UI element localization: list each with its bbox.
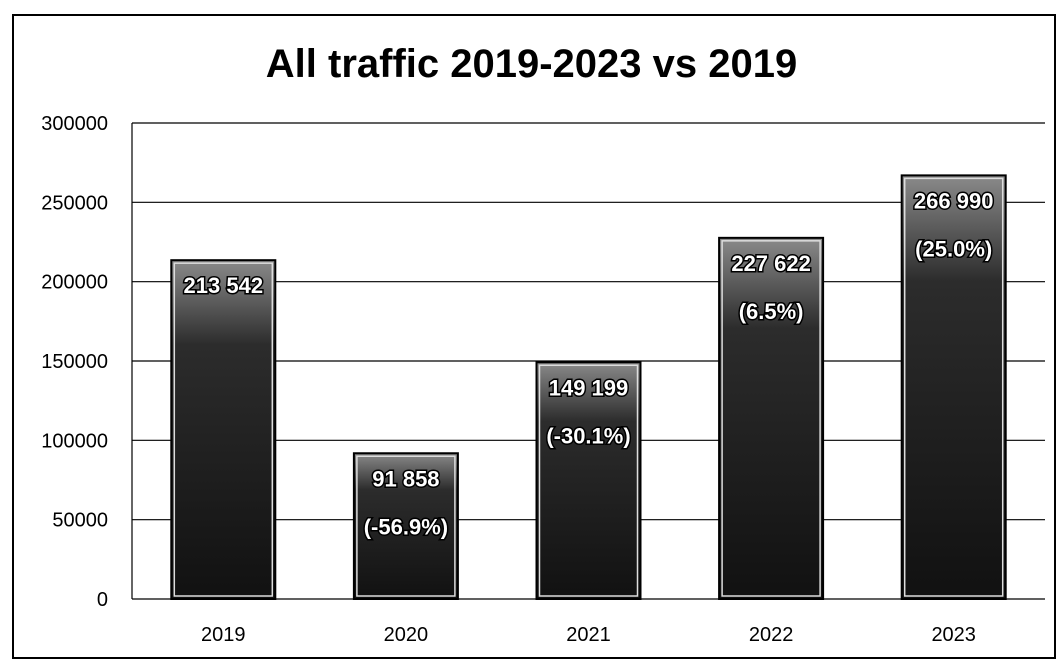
y-tick-label: 250000 xyxy=(41,192,108,214)
bar-2021 xyxy=(535,361,642,601)
value-label: 266 990 xyxy=(914,188,994,213)
y-tick-label: 200000 xyxy=(41,272,108,294)
value-label: 149 199 xyxy=(549,375,629,400)
bar-2020 xyxy=(352,452,459,601)
bars xyxy=(170,174,1007,601)
bar-2019 xyxy=(170,259,277,600)
bar-highlight xyxy=(173,262,274,597)
y-axis-ticks: 0 50000 100000 150000 200000 250000 300000 xyxy=(41,113,108,611)
bar-highlight xyxy=(356,455,456,597)
x-tick-label: 2021 xyxy=(566,624,611,646)
data-labels: 213 542 91 858 (-56.9%) 149 199 (-30.1%) 227 … xyxy=(182,187,995,541)
y-tick-label: 300000 xyxy=(41,113,108,135)
value-label: 227 622 xyxy=(731,251,811,276)
change-label: (-56.9%) xyxy=(364,514,448,539)
x-axis-ticks: 2019 2020 2021 2022 2023 xyxy=(201,624,976,646)
bar-2022 xyxy=(718,236,825,601)
y-tick-label: 100000 xyxy=(41,430,108,452)
x-tick-label: 2023 xyxy=(931,624,976,646)
chart-title: All traffic 2019-2023 vs 2019 xyxy=(265,42,798,86)
x-tick-label: 2019 xyxy=(201,624,246,646)
change-label: (25.0%) xyxy=(915,236,992,261)
change-label: (6.5%) xyxy=(739,299,804,324)
x-tick-label: 2020 xyxy=(384,624,429,646)
y-tick-label: 50000 xyxy=(52,510,108,532)
change-label: (-30.1%) xyxy=(546,423,630,448)
y-tick-label: 0 xyxy=(97,589,108,611)
value-label: 91 858 xyxy=(372,466,439,491)
bar-2023 xyxy=(900,174,1007,601)
x-tick-label: 2022 xyxy=(749,624,794,646)
bar-highlight xyxy=(903,177,1004,597)
bar-highlight xyxy=(538,364,639,597)
value-label: 213 542 xyxy=(184,273,264,298)
y-tick-label: 150000 xyxy=(41,351,108,373)
bar-highlight xyxy=(721,240,821,597)
